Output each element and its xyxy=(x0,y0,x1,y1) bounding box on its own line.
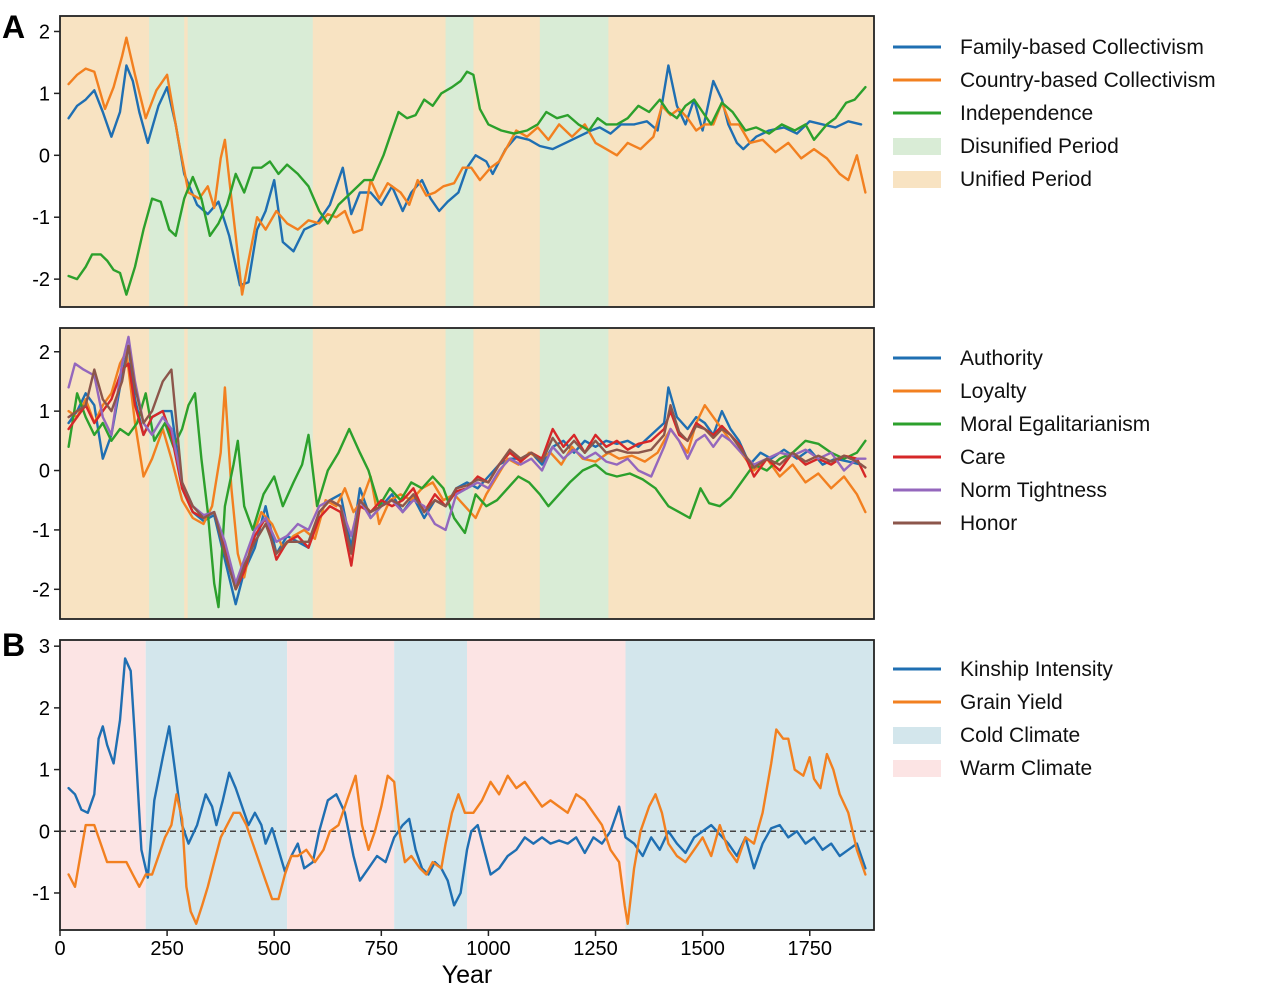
panel-3-xtick-label: 1000 xyxy=(466,938,511,960)
panel-1-legend-swatch-disunified-period xyxy=(893,138,941,155)
panel-3-legend-label-grain-yield: Grain Yield xyxy=(960,691,1063,714)
panel-3-xtick-label: 250 xyxy=(150,938,183,960)
panel-1-period-disunified-period-2 xyxy=(187,16,313,307)
panel-1-ytick-label: 0 xyxy=(39,145,50,167)
panel-1-ytick-label: -2 xyxy=(32,269,50,291)
panel-2-period-disunified-period-3 xyxy=(445,328,474,619)
panel-2-ytick-label: 2 xyxy=(39,342,50,364)
panel-1-period-disunified-period-1 xyxy=(149,16,185,307)
panel-1-legend-label-family-based-collectivism: Family-based Collectivism xyxy=(960,36,1204,59)
panel-3-xtick-label: 1500 xyxy=(680,938,725,960)
panel-2-legend-label-care: Care xyxy=(960,446,1006,469)
panel-1-period-disunified-period-4 xyxy=(539,16,609,307)
panel-3-xtick-label: 0 xyxy=(54,938,65,960)
panel-3-legend: Kinship Intensity Grain Yield Cold Climate… xyxy=(893,658,1113,780)
panel-2-ytick-label: -2 xyxy=(32,579,50,601)
panel-2-legend-label-loyalty: Loyalty xyxy=(960,380,1027,403)
panel-3-series-grain-yield xyxy=(67,728,867,925)
panel-3-plot-area xyxy=(60,640,874,930)
panel-3-legend-label-kinship-intensity: Kinship Intensity xyxy=(960,658,1113,681)
panel-2-series-honor xyxy=(67,344,867,591)
panel-1-series-independence xyxy=(67,70,867,296)
panel-2-period-disunified-period-2 xyxy=(187,328,313,619)
panel-1-series-country-based-collectivism xyxy=(67,36,867,296)
panel-3-period-cold-climate-3 xyxy=(394,640,467,930)
panel-1-legend-label-independence: Independence xyxy=(960,102,1093,125)
panel-2-series-loyalty xyxy=(67,350,867,579)
panel-1-ytick-label: 1 xyxy=(39,83,50,105)
panel-3-period-warm-climate-0 xyxy=(60,640,146,930)
panel-letter-b: B xyxy=(2,627,25,663)
panel-2-ytick-label: 0 xyxy=(39,461,50,483)
panel-3-period-warm-climate-2 xyxy=(287,640,395,930)
panel-2-frame xyxy=(59,327,875,620)
panel-2-legend-label-honor: Honor xyxy=(960,512,1017,535)
panel-3-xtick-label: 1750 xyxy=(787,938,832,960)
panel-1-ytick-label: -1 xyxy=(32,207,50,229)
panel-3-ytick-label: 3 xyxy=(39,636,50,658)
panel-1-legend-label-country-based-collectivism: Country-based Collectivism xyxy=(960,69,1216,92)
panel-3-ytick-label: 2 xyxy=(39,698,50,720)
panel-3-legend-swatch-cold-climate xyxy=(893,727,941,744)
panel-3-ytick-label: 0 xyxy=(39,821,50,843)
panel-2-plot-area xyxy=(60,328,874,619)
panel-3-period-cold-climate-5 xyxy=(625,640,874,930)
panel-3-legend-label-warm-climate: Warm Climate xyxy=(960,757,1092,780)
panel-1-period-disunified-period-3 xyxy=(445,16,474,307)
panel-a-top-chart: -2 -1 0 1 2 Family-based Collectivism Country-… xyxy=(32,15,1216,308)
panel-3-ytick-label: 1 xyxy=(39,760,50,782)
panel-3-ytick-label: -1 xyxy=(32,883,50,905)
panel-1-legend-swatch-unified-period xyxy=(893,171,941,188)
panel-2-series-moral-egalitarianism xyxy=(67,392,867,609)
panel-1-legend: Family-based Collectivism Country-based C… xyxy=(893,36,1216,191)
panel-3-period-cold-climate-1 xyxy=(145,640,288,930)
panel-1-legend-label-unified-period: Unified Period xyxy=(960,168,1092,191)
panel-2-ytick-label: -1 xyxy=(32,520,50,542)
panel-1-legend-label-disunified-period: Disunified Period xyxy=(960,135,1119,158)
panel-3-xtick-label: 500 xyxy=(258,938,291,960)
panel-letter-a: A xyxy=(2,9,25,45)
panel-3-frame xyxy=(59,639,875,931)
panel-2-legend-label-norm-tightness: Norm Tightness xyxy=(960,479,1107,502)
panel-1-plot-area xyxy=(60,16,874,307)
panel-2-legend: Authority Loyalty Moral Egalitarianism Care… xyxy=(893,347,1150,535)
panel-3-legend-label-cold-climate: Cold Climate xyxy=(960,724,1080,747)
panel-2-legend-label-moral-egalitarianism: Moral Egalitarianism xyxy=(960,413,1150,436)
panel-2-ytick-label: 1 xyxy=(39,401,50,423)
panel-2-period-disunified-period-4 xyxy=(539,328,609,619)
panel-3-legend-swatch-warm-climate xyxy=(893,760,941,777)
panel-b-chart: -1 0 1 2 3 0 250 500 750 1000 1250 1500 1750 Year Kins… xyxy=(32,636,1113,989)
panel-3-period-warm-climate-4 xyxy=(467,640,626,930)
panel-1-ytick-label: 2 xyxy=(39,21,50,43)
panel-3-xtick-label: 1250 xyxy=(573,938,618,960)
panel-a-bottom-chart: -2 -1 0 1 2 Authority Loyalty Moral Egalitarian… xyxy=(32,327,1150,620)
panel-3-xtick-label: 750 xyxy=(365,938,398,960)
panel-3-x-axis-title: Year xyxy=(442,961,493,989)
panel-1-frame xyxy=(59,15,875,308)
panel-2-legend-label-authority: Authority xyxy=(960,347,1043,370)
panel-3-series-kinship-intensity xyxy=(67,657,867,907)
